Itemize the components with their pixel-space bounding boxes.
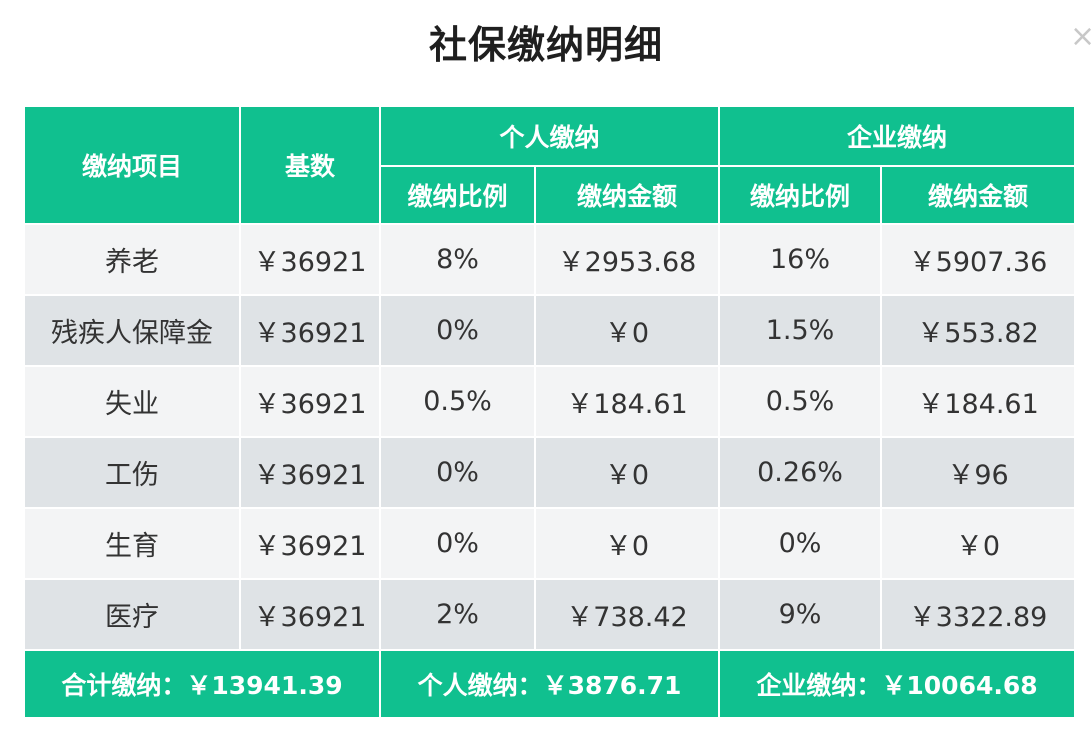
cell-item: 残疾人保障金 bbox=[25, 296, 241, 367]
total-contribution: 合计缴纳：￥13941.39 bbox=[25, 651, 381, 717]
cell-item: 失业 bbox=[25, 367, 241, 438]
cell-item: 医疗 bbox=[25, 580, 241, 651]
cell-personal-amount: ￥0 bbox=[536, 509, 721, 580]
cell-company-rate: 1.5% bbox=[720, 296, 883, 367]
cell-company-amount: ￥5907.36 bbox=[882, 225, 1075, 296]
header-personal-group: 个人缴纳 bbox=[381, 107, 721, 167]
cell-base: ￥36921 bbox=[241, 225, 381, 296]
close-icon[interactable]: × bbox=[1070, 22, 1092, 52]
page-title: 社保缴纳明细 bbox=[428, 23, 663, 67]
cell-company-rate: 9% bbox=[720, 580, 883, 651]
cell-personal-amount: ￥2953.68 bbox=[536, 225, 721, 296]
cell-company-amount: ￥0 bbox=[882, 509, 1075, 580]
cell-base: ￥36921 bbox=[241, 509, 381, 580]
header-company-rate: 缴纳比例 bbox=[720, 167, 883, 225]
table-row: 医疗 ￥36921 2% ￥738.42 9% ￥3322.89 bbox=[25, 580, 1075, 651]
cell-company-amount: ￥96 bbox=[882, 438, 1075, 509]
cell-item: 养老 bbox=[25, 225, 241, 296]
cell-base: ￥36921 bbox=[241, 296, 381, 367]
header-personal-rate: 缴纳比例 bbox=[381, 167, 536, 225]
cell-personal-amount: ￥0 bbox=[536, 296, 721, 367]
cell-personal-amount: ￥184.61 bbox=[536, 367, 721, 438]
cell-item: 生育 bbox=[25, 509, 241, 580]
cell-base: ￥36921 bbox=[241, 438, 381, 509]
personal-total: 个人缴纳：￥3876.71 bbox=[381, 651, 721, 717]
header-item: 缴纳项目 bbox=[25, 107, 241, 225]
cell-base: ￥36921 bbox=[241, 367, 381, 438]
cell-personal-rate: 0.5% bbox=[381, 367, 536, 438]
table-row: 养老 ￥36921 8% ￥2953.68 16% ￥5907.36 bbox=[25, 225, 1075, 296]
cell-company-rate: 0.26% bbox=[720, 438, 883, 509]
company-total: 企业缴纳：￥10064.68 bbox=[720, 651, 1075, 717]
cell-personal-rate: 2% bbox=[381, 580, 536, 651]
cell-company-amount: ￥3322.89 bbox=[882, 580, 1075, 651]
cell-company-rate: 0.5% bbox=[720, 367, 883, 438]
cell-base: ￥36921 bbox=[241, 580, 381, 651]
totals-row: 合计缴纳：￥13941.39 个人缴纳：￥3876.71 企业缴纳：￥10064… bbox=[25, 651, 1075, 717]
cell-item: 工伤 bbox=[25, 438, 241, 509]
cell-company-amount: ￥553.82 bbox=[882, 296, 1075, 367]
header-base: 基数 bbox=[241, 107, 381, 225]
cell-personal-amount: ￥738.42 bbox=[536, 580, 721, 651]
cell-company-rate: 16% bbox=[720, 225, 883, 296]
header-company-amount: 缴纳金额 bbox=[882, 167, 1075, 225]
cell-personal-amount: ￥0 bbox=[536, 438, 721, 509]
cell-personal-rate: 0% bbox=[381, 509, 536, 580]
table-row: 生育 ￥36921 0% ￥0 0% ￥0 bbox=[25, 509, 1075, 580]
table-row: 失业 ￥36921 0.5% ￥184.61 0.5% ￥184.61 bbox=[25, 367, 1075, 438]
cell-personal-rate: 0% bbox=[381, 296, 536, 367]
header-company-group: 企业缴纳 bbox=[720, 107, 1075, 167]
cell-company-rate: 0% bbox=[720, 509, 883, 580]
table-row: 残疾人保障金 ￥36921 0% ￥0 1.5% ￥553.82 bbox=[25, 296, 1075, 367]
cell-company-amount: ￥184.61 bbox=[882, 367, 1075, 438]
cell-personal-rate: 0% bbox=[381, 438, 536, 509]
table-row: 工伤 ￥36921 0% ￥0 0.26% ￥96 bbox=[25, 438, 1075, 509]
header-personal-amount: 缴纳金额 bbox=[536, 167, 721, 225]
cell-personal-rate: 8% bbox=[381, 225, 536, 296]
social-insurance-table: 缴纳项目 基数 个人缴纳 企业缴纳 缴纳比例 缴纳金额 缴纳比例 缴纳金额 养老… bbox=[25, 107, 1075, 717]
